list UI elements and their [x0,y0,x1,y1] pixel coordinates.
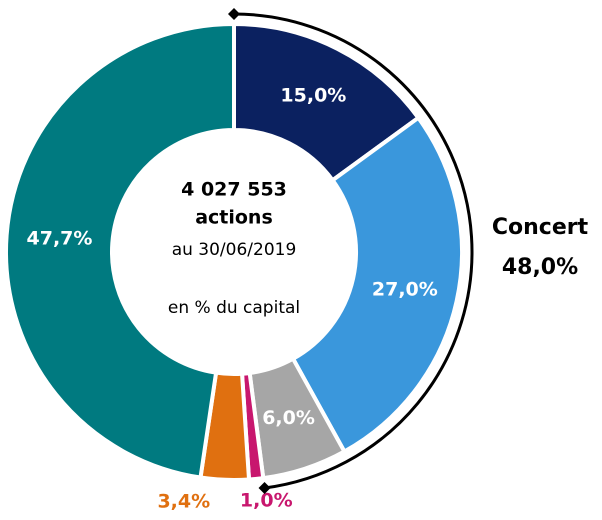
donut-segment [232,21,422,183]
center-text: au 30/06/2019 [172,240,297,260]
center-text: en % du capital [168,298,300,318]
data-label: 3,4% [157,490,210,512]
bracket-end [228,8,240,20]
bracket-end [258,482,271,495]
center-text: 4 027 553 [181,179,287,201]
center-text: actions [195,207,273,229]
annotation-bracket [233,12,474,490]
annotation-value: 48,0% [502,255,578,280]
data-label: 27,0% [372,278,438,300]
donut-segment [290,115,464,455]
annotation-label: Concert [492,215,589,240]
data-label: 6,0% [262,407,315,429]
donut-segment [4,21,236,480]
data-label: 15,0% [280,85,346,107]
data-label: 1,0% [240,489,293,511]
data-label: 47,7% [27,228,93,250]
